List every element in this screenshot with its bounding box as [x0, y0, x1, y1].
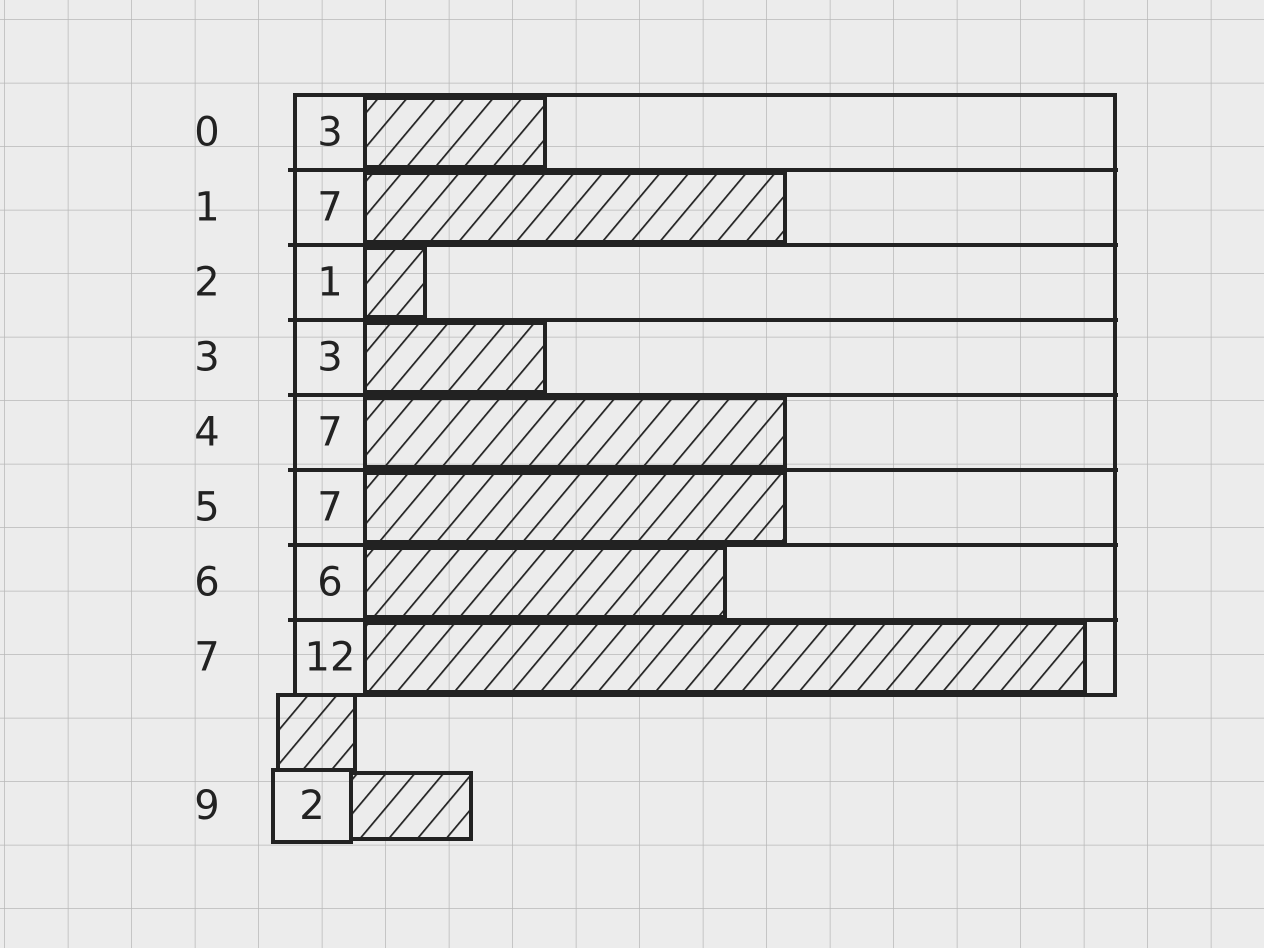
count-label: 3: [317, 335, 342, 381]
category-label: 1: [194, 185, 219, 231]
bar: [363, 396, 787, 469]
category-label: 7: [194, 635, 219, 681]
bar: [363, 546, 727, 619]
hatched-cell: [276, 693, 357, 772]
count-label: 1: [317, 260, 342, 306]
bar: [363, 171, 787, 244]
category-label: 5: [194, 485, 219, 531]
bar: [363, 96, 547, 169]
category-label: 4: [194, 410, 219, 456]
category-label: 3: [194, 335, 219, 381]
category-label: 6: [194, 560, 219, 606]
count-label: 3: [317, 110, 342, 156]
category-label: 2: [194, 260, 219, 306]
count-label: 7: [317, 485, 342, 531]
category-label: 0: [194, 110, 219, 156]
bar: [363, 621, 1087, 694]
bar: [363, 246, 427, 319]
bar: [363, 321, 547, 394]
count-label: 7: [317, 410, 342, 456]
bar: [349, 771, 473, 841]
count-label: 6: [317, 560, 342, 606]
count-label: 2: [299, 783, 324, 829]
bar: [363, 471, 787, 544]
count-label: 7: [317, 185, 342, 231]
category-label: 9: [194, 783, 219, 829]
count-label: 12: [305, 635, 356, 681]
